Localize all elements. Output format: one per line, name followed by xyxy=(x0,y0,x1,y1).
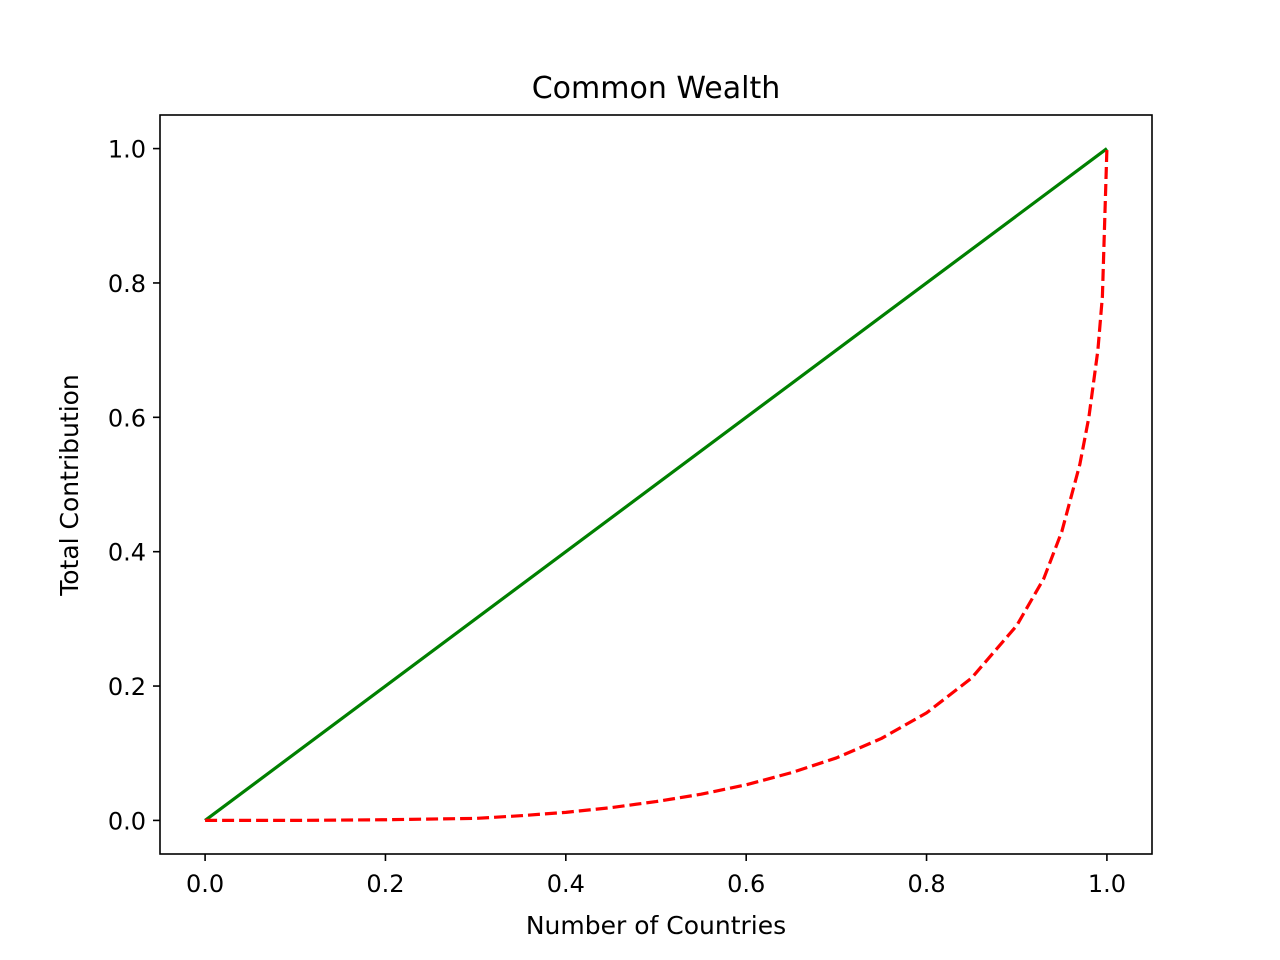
y-axis: 0.0 0.2 0.4 0.6 0.8 1.0 xyxy=(108,136,160,835)
y-tick-label: 0.4 xyxy=(108,539,146,567)
x-tick-label: 1.0 xyxy=(1088,870,1126,898)
dashed-red-series-line xyxy=(205,148,1109,823)
chart-title: Common Wealth xyxy=(532,71,781,106)
x-axis: 0.0 0.2 0.4 0.6 0.8 1.0 xyxy=(186,854,1126,898)
x-tick-label: 0.0 xyxy=(186,870,224,898)
y-tick-label: 0.0 xyxy=(108,807,146,835)
y-tick-label: 0.2 xyxy=(108,673,146,701)
x-tick-label: 0.4 xyxy=(547,870,585,898)
y-tick-label: 1.0 xyxy=(108,136,146,164)
y-axis-label: Total Contribution xyxy=(55,374,84,597)
x-tick-label: 0.8 xyxy=(907,870,945,898)
x-axis-label: Number of Countries xyxy=(526,911,786,940)
solid-green-series-line xyxy=(204,147,1108,822)
plot-area xyxy=(204,147,1109,823)
y-tick-label: 0.6 xyxy=(108,404,146,432)
x-tick-label: 0.6 xyxy=(727,870,765,898)
x-tick-label: 0.2 xyxy=(366,870,404,898)
axes-frame xyxy=(159,114,1153,855)
y-tick-label: 0.8 xyxy=(108,270,146,298)
